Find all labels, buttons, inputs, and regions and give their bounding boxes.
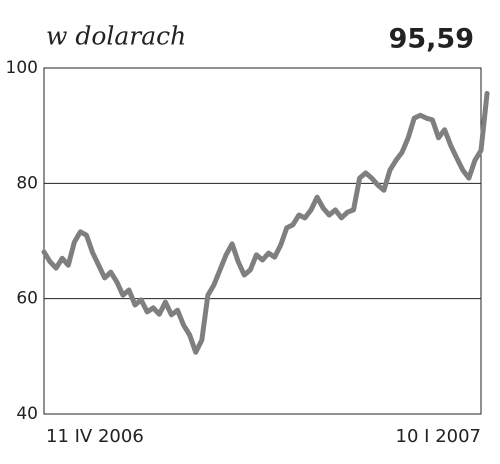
y-tick-label: 80 xyxy=(16,173,38,193)
x-tick-label: 10 I 2007 xyxy=(396,426,481,447)
y-tick-label: 100 xyxy=(6,58,38,78)
value-label: 95,59 xyxy=(389,24,474,55)
x-tick-label: 11 IV 2006 xyxy=(46,426,144,447)
line-series xyxy=(41,90,490,355)
chart-title: w dolarach xyxy=(46,22,186,51)
y-tick-label: 40 xyxy=(16,404,38,424)
y-tick-label: 60 xyxy=(16,289,38,309)
